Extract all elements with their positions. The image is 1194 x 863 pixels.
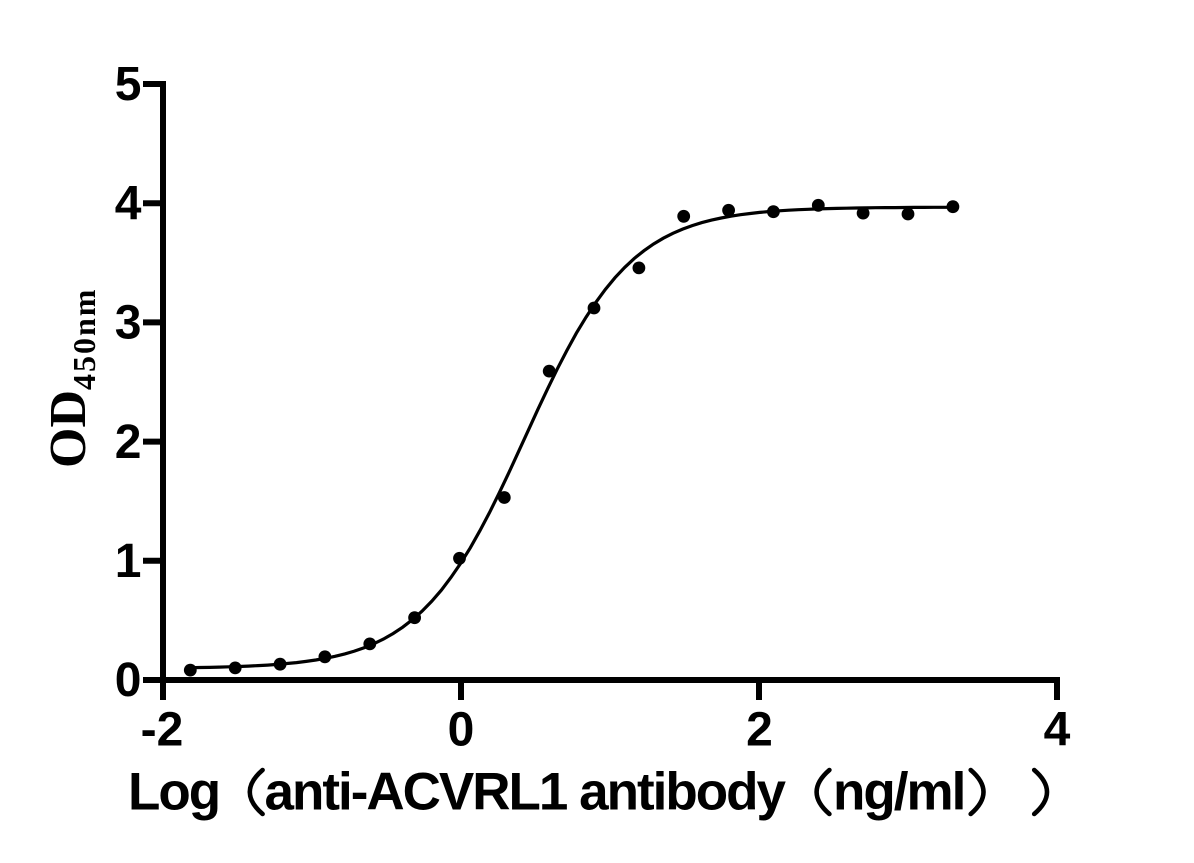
svg-text:0: 0 <box>448 704 475 757</box>
svg-text:OD450nm: OD450nm <box>40 288 102 468</box>
svg-text:1: 1 <box>115 535 142 588</box>
svg-text:5: 5 <box>115 58 142 111</box>
svg-text:ng/ml: ng/ml <box>833 763 964 822</box>
svg-text:anti-ACVRL1 antibody: anti-ACVRL1 antibody <box>265 763 787 822</box>
svg-text:-2: -2 <box>141 704 184 757</box>
svg-text:4: 4 <box>115 177 142 230</box>
svg-text:0: 0 <box>115 654 142 707</box>
svg-text:3: 3 <box>115 297 142 350</box>
svg-text:2: 2 <box>746 704 773 757</box>
svg-text:2: 2 <box>115 416 142 469</box>
svg-text:Log: Log <box>128 763 219 822</box>
svg-text:4: 4 <box>1044 704 1071 757</box>
